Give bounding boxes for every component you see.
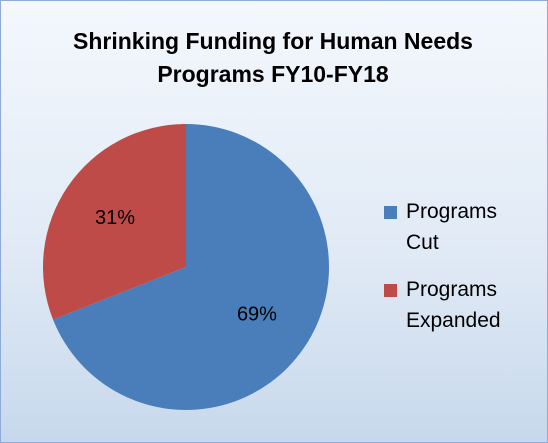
legend-swatch xyxy=(384,284,397,297)
pie-slice xyxy=(53,124,329,410)
data-label: 31% xyxy=(95,207,135,229)
legend-entry: Programs Cut xyxy=(384,196,531,258)
legend-label: Programs Cut xyxy=(406,200,498,254)
legend: Programs Cut Programs Expanded xyxy=(384,196,534,352)
legend-entry: Programs Expanded xyxy=(384,274,531,336)
data-label: 69% xyxy=(237,304,277,326)
pie-slice xyxy=(43,124,187,320)
legend-label: Programs Expanded xyxy=(406,278,501,332)
chart-title: Shrinking Funding for Human Needs Progra… xyxy=(73,28,473,87)
legend-swatch xyxy=(384,206,397,219)
